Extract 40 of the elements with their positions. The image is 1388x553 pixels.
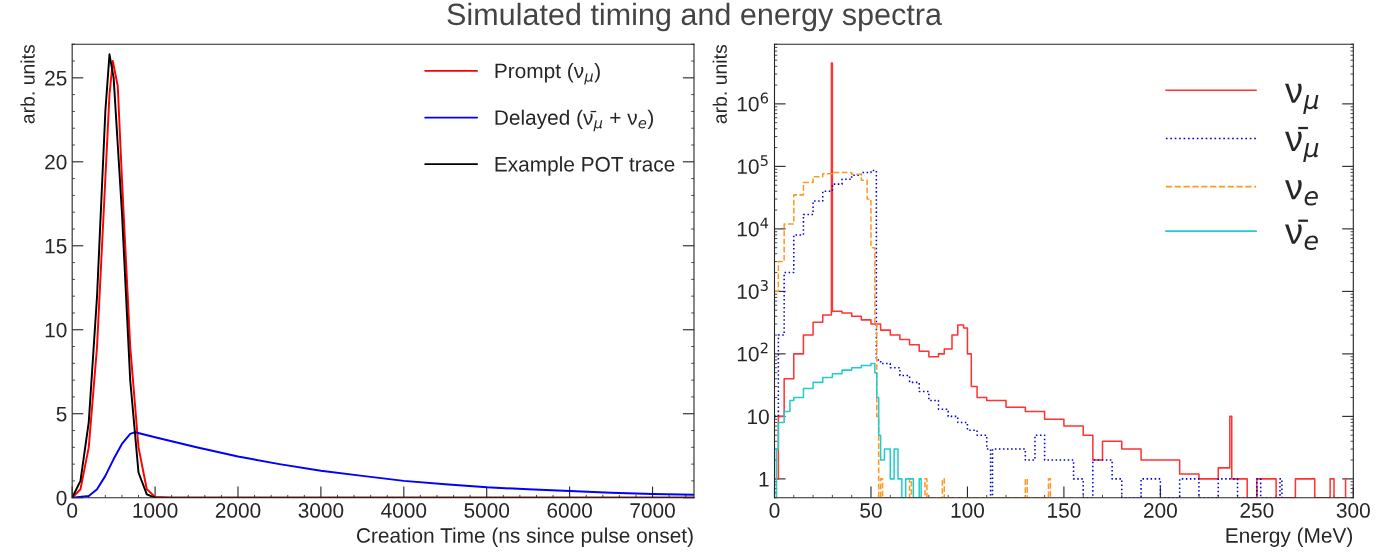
x-tick-label: 200	[1144, 503, 1177, 518]
x-tick-label: 0	[67, 503, 78, 518]
y-tick-label: 10$^{2}$	[737, 342, 768, 362]
y-tick-label: 15	[45, 238, 67, 254]
y-tick-label: 20	[45, 154, 67, 170]
x-tick-label: 150	[1048, 503, 1081, 518]
y-tick-label: 0	[56, 490, 67, 506]
y-tick-label: 10	[748, 409, 769, 425]
x-tick-label: 300	[1336, 503, 1370, 518]
y-tick-label: 25	[45, 70, 67, 86]
x-tick-label: 2000	[215, 503, 261, 518]
y-axis-title: arb. units	[20, 44, 35, 124]
y-tick-label: 10$^{5}$	[737, 155, 768, 174]
x-tick-label: 7000	[630, 503, 675, 518]
x-tick-label: 6000	[547, 503, 592, 518]
y-tick-label: 1	[759, 472, 769, 487]
y-tick-label: 5	[56, 406, 67, 422]
y-tick-label: 10$^{4}$	[737, 217, 769, 237]
x-axis-title: Energy (MeV)	[1226, 527, 1353, 547]
x-axis-title: Creation Time (ns since pulse onset)	[356, 527, 693, 547]
x-tick-label: 3000	[298, 503, 344, 518]
x-tick-label: 4000	[381, 503, 427, 518]
x-tick-label: 100	[951, 503, 984, 518]
legend-label: ν̄$_{e}$	[1285, 219, 1318, 250]
x-tick-label: 250	[1240, 503, 1274, 518]
y-tick-label: 10$^{6}$	[737, 92, 769, 112]
legend-label: Delayed (ν̄$_{μ}$ + ν$_{e}$)	[495, 109, 654, 132]
legend-label: Prompt (ν$_{μ}$)	[495, 62, 600, 85]
chart-title: Simulated timing and energy spectra	[447, 2, 942, 32]
legend-label: ν̄$_{μ}$	[1285, 126, 1319, 163]
x-tick-label: 0	[769, 503, 780, 518]
legend-label: ν$_{μ}$	[1285, 83, 1319, 115]
x-tick-label: 5000	[464, 503, 510, 518]
x-tick-label: 1000	[133, 503, 178, 518]
legend-label: ν$_{e}$	[1285, 180, 1318, 206]
y-tick-label: 10$^{3}$	[737, 279, 768, 299]
y-tick-label: 10	[45, 322, 67, 338]
x-tick-label: 50	[860, 503, 882, 518]
legend-label: Example POT trace	[495, 156, 675, 176]
y-axis-title: arb. units	[712, 44, 727, 124]
